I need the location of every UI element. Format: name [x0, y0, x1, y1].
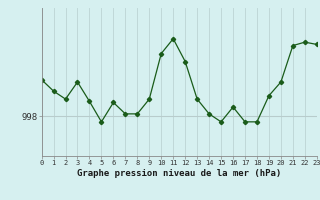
X-axis label: Graphe pression niveau de la mer (hPa): Graphe pression niveau de la mer (hPa) [77, 169, 281, 178]
